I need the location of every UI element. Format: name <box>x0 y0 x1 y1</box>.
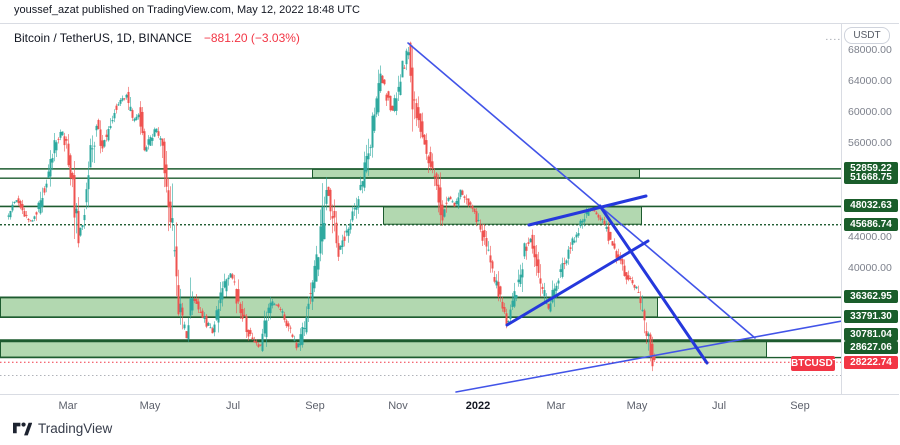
key-level-label: 28627.06 <box>844 341 898 354</box>
key-level-label: 45686.74 <box>844 217 898 231</box>
key-level-label: 36362.95 <box>844 290 898 304</box>
time-tick-label: Jul <box>225 400 241 412</box>
publish-header: youssef_azat published on TradingView.co… <box>14 4 360 16</box>
price-tick-label: 44000.00 <box>848 230 892 243</box>
key-level-label: 48032.63 <box>844 199 898 213</box>
price-tick-label: 40000.00 <box>848 262 892 274</box>
price-change: −881.20 (−3.03%) <box>203 31 300 45</box>
price-tick-label: 64000.00 <box>848 75 892 88</box>
axis-separator <box>841 24 842 412</box>
price-tick-label: 56000.00 <box>848 137 892 150</box>
time-tick-label: May <box>626 400 648 412</box>
candlestick-chart[interactable] <box>0 24 841 394</box>
time-tick-label: Mar <box>58 400 78 412</box>
price-tick-label: 68000.00 <box>848 44 892 56</box>
price-axis[interactable]: USDT 68000.00 64000.00 60000.00 56000.00 440… <box>842 24 900 394</box>
chart-legend: Bitcoin / TetherUS, 1D, BINANCE −881.20 (… <box>14 31 300 45</box>
symbol-title: Bitcoin / TetherUS, 1D, BINANCE <box>14 31 192 45</box>
time-tick-label: Nov <box>388 400 408 412</box>
tradingview-logo-text: TradingView <box>38 420 113 436</box>
currency-toggle-button[interactable]: USDT <box>844 27 890 44</box>
time-axis[interactable]: Mar May Jul Sep Nov 2022 Mar May Jul Sep <box>0 394 899 417</box>
time-tick-label: Sep <box>305 400 325 412</box>
chart-card: Bitcoin / TetherUS, 1D, BINANCE −881.20 (… <box>0 23 899 445</box>
time-tick-label: May <box>139 400 161 412</box>
price-tick-label: 60000.00 <box>848 106 892 119</box>
tradingview-logo[interactable]: TradingView <box>13 420 112 436</box>
time-tick-label: Sep <box>790 400 810 412</box>
key-level-label: 30781.04 <box>844 328 898 341</box>
key-level-label: 33791.30 <box>844 310 898 324</box>
time-tick-label: 2022 <box>465 400 491 412</box>
key-level-label: 51668.75 <box>844 171 898 185</box>
symbol-flag-label: BTCUSDT <box>791 356 839 371</box>
time-tick-label: Mar <box>546 400 566 412</box>
last-price-label: 28222.74 <box>844 356 898 369</box>
chart-plot: Bitcoin / TetherUS, 1D, BINANCE −881.20 (… <box>0 24 841 394</box>
time-tick-label: Jul <box>711 400 727 412</box>
tradingview-logo-icon <box>13 420 32 436</box>
